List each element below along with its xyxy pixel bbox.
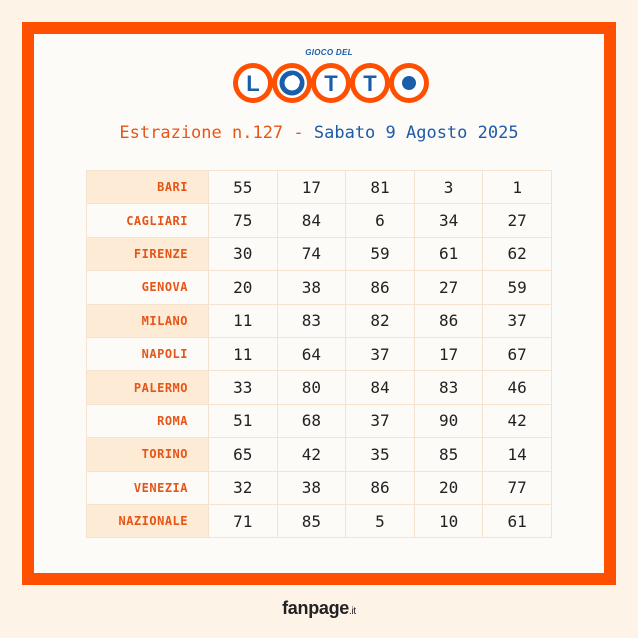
- table-row: PALERMO 33 80 84 83 46: [86, 370, 552, 405]
- results-card: GIOCO DEL L T T Estrazione n.127 -: [34, 34, 604, 573]
- drawn-number: 83: [276, 303, 347, 338]
- drawn-number: 77: [482, 470, 552, 505]
- table-row: GENOVA 20 38 86 27 59: [86, 270, 552, 305]
- fanpage-logo: fanpage.it: [0, 598, 638, 619]
- drawn-number: 71: [208, 503, 278, 539]
- drawn-number: 35: [345, 437, 415, 472]
- drawn-number: 10: [413, 503, 484, 539]
- drawn-number: 84: [345, 370, 415, 405]
- drawn-number: 86: [345, 270, 415, 305]
- draw-number: Estrazione n.127 -: [119, 123, 314, 143]
- drawn-number: 33: [208, 370, 278, 405]
- drawn-number: 68: [276, 403, 347, 439]
- city-name: FIRENZE: [86, 236, 209, 272]
- city-name: GENOVA: [86, 270, 209, 305]
- drawn-number: 20: [413, 470, 484, 505]
- drawn-number: 75: [208, 203, 278, 238]
- footer-tld: .it: [349, 606, 356, 617]
- drawn-number: 55: [208, 169, 278, 205]
- table-row: VENEZIA 32 38 86 20 77: [86, 470, 552, 505]
- drawn-number: 85: [276, 503, 347, 539]
- drawn-number: 37: [345, 403, 415, 439]
- city-name: NAZIONALE: [86, 503, 209, 539]
- logo-small-text: GIOCO DEL: [305, 48, 353, 57]
- city-name: VENEZIA: [86, 470, 209, 505]
- drawn-number: 30: [208, 236, 278, 272]
- drawn-number: 11: [208, 336, 278, 372]
- drawn-number: 81: [345, 169, 415, 205]
- drawn-number: 27: [413, 270, 484, 305]
- drawn-number: 38: [276, 270, 347, 305]
- table-row: NAPOLI 11 64 37 17 67: [86, 336, 552, 372]
- drawn-number: 46: [482, 370, 552, 405]
- city-name: PALERMO: [86, 370, 209, 405]
- table-row: CAGLIARI 75 84 6 34 27: [86, 203, 552, 238]
- drawn-number: 5: [345, 503, 415, 539]
- drawn-number: 42: [482, 403, 552, 439]
- drawn-number: 6: [345, 203, 415, 238]
- drawn-number: 59: [482, 270, 552, 305]
- drawn-number: 59: [345, 236, 415, 272]
- drawn-number: 61: [413, 236, 484, 272]
- drawn-number: 17: [413, 336, 484, 372]
- draw-date: Sabato 9 Agosto 2025: [313, 123, 519, 143]
- drawn-number: 38: [276, 470, 347, 505]
- drawn-number: 42: [276, 437, 347, 472]
- drawn-number: 62: [482, 236, 552, 272]
- draw-title: Estrazione n.127 - Sabato 9 Agosto 2025: [34, 122, 604, 144]
- table-row: FIRENZE 30 74 59 61 62: [86, 236, 552, 272]
- drawn-number: 84: [276, 203, 347, 238]
- table-row: BARI 55 17 81 3 1: [86, 169, 552, 205]
- drawn-number: 67: [482, 336, 552, 372]
- drawn-number: 34: [413, 203, 484, 238]
- logo-letter-l: L: [246, 71, 259, 96]
- drawn-number: 80: [276, 370, 347, 405]
- logo-letter-t1: T: [324, 71, 338, 96]
- footer-brand: fanpage: [282, 598, 350, 618]
- city-name: TORINO: [86, 437, 209, 472]
- drawn-number: 82: [345, 303, 415, 338]
- drawn-number: 85: [413, 437, 484, 472]
- drawn-number: 37: [345, 336, 415, 372]
- drawn-number: 20: [208, 270, 278, 305]
- drawn-number: 86: [345, 470, 415, 505]
- drawn-number: 27: [482, 203, 552, 238]
- city-name: CAGLIARI: [86, 203, 209, 238]
- drawn-number: 74: [276, 236, 347, 272]
- drawn-number: 32: [208, 470, 278, 505]
- table-row: NAZIONALE 71 85 5 10 61: [86, 503, 552, 539]
- drawn-number: 51: [208, 403, 278, 439]
- drawn-number: 3: [413, 169, 484, 205]
- lotto-logo: GIOCO DEL L T T: [229, 48, 429, 108]
- city-name: MILANO: [86, 303, 209, 338]
- drawn-number: 64: [276, 336, 347, 372]
- drawn-number: 65: [208, 437, 278, 472]
- city-name: ROMA: [86, 403, 209, 439]
- drawn-number: 90: [413, 403, 484, 439]
- drawn-number: 1: [482, 169, 552, 205]
- drawn-number: 17: [276, 169, 347, 205]
- table-row: MILANO 11 83 82 86 37: [86, 303, 552, 338]
- drawn-number: 61: [482, 503, 552, 539]
- results-table: BARI 55 17 81 3 1 CAGLIARI 75 84 6 34 27 FIRENZE 30 74…: [86, 169, 552, 539]
- city-name: NAPOLI: [86, 336, 209, 372]
- lotto-logo-letters: L T T: [233, 63, 429, 103]
- logo-letter-t2: T: [363, 71, 377, 96]
- drawn-number: 14: [482, 437, 552, 472]
- drawn-number: 83: [413, 370, 484, 405]
- table-row: ROMA 51 68 37 90 42: [86, 403, 552, 439]
- table-row: TORINO 65 42 35 85 14: [86, 437, 552, 472]
- city-name: BARI: [86, 169, 209, 205]
- drawn-number: 86: [413, 303, 484, 338]
- drawn-number: 11: [208, 303, 278, 338]
- drawn-number: 37: [482, 303, 552, 338]
